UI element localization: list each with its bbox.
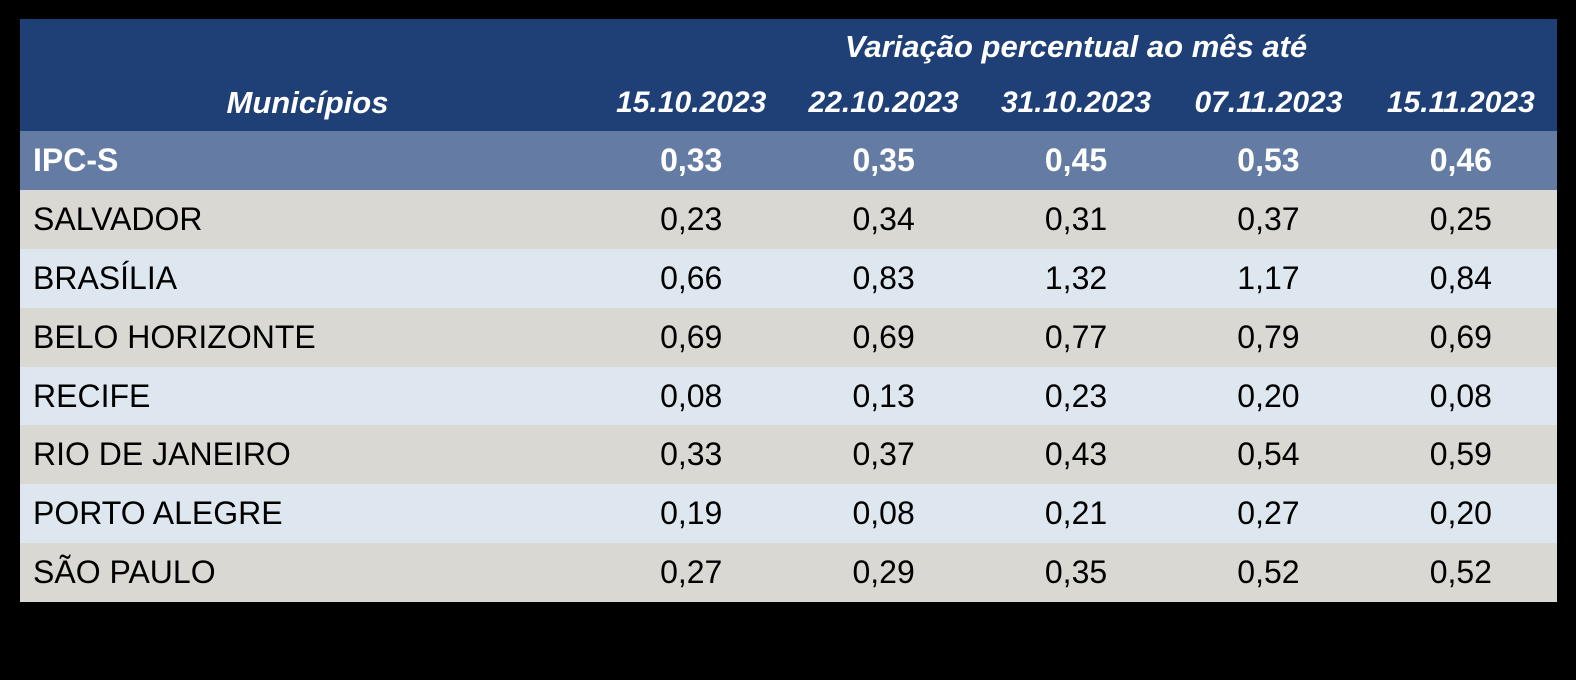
value-cell: 1,17 [1237, 259, 1300, 296]
value-cell: 0,69 [660, 318, 723, 355]
row-label: PORTO ALEGRE [33, 495, 283, 532]
value-cell: 0,83 [852, 259, 915, 296]
value-cell: 0,43 [1044, 436, 1108, 473]
value-cell: 0,33 [660, 142, 723, 178]
value-cell: 0,25 [1429, 200, 1492, 237]
table-row-salvador: SALVADOR 0,23 0,34 0,31 0,37 0,25 [20, 190, 1557, 249]
row-label: IPC-S [33, 142, 119, 178]
column-header-date: 31.10.2023 [1000, 86, 1152, 119]
value-cell: 0,52 [1429, 554, 1492, 591]
row-label: SALVADOR [33, 200, 203, 237]
value-cell: 1,32 [1044, 259, 1108, 296]
spanning-header: Variação percentual ao mês até [844, 29, 1308, 64]
value-cell: 0,27 [1237, 495, 1300, 532]
value-cell: 0,54 [1237, 436, 1300, 473]
table-header-top-row: Variação percentual ao mês até [20, 19, 1557, 75]
value-cell: 0,33 [660, 436, 723, 473]
value-cell: 0,35 [1044, 554, 1108, 591]
table-row-belo-horizonte: BELO HORIZONTE 0,69 0,69 0,77 0,79 0,69 [20, 307, 1557, 367]
value-cell: 0,69 [852, 318, 915, 355]
value-cell: 0,20 [1429, 495, 1492, 532]
value-cell: 0,23 [1044, 377, 1108, 414]
value-cell: 0,35 [852, 142, 915, 178]
row-label: RIO DE JANEIRO [33, 436, 291, 473]
value-cell: 0,79 [1237, 318, 1300, 355]
table-row-brasilia: BRASÍLIA 0,66 0,83 1,32 1,17 0,84 [20, 248, 1557, 308]
table-body: SALVADOR 0,23 0,34 0,31 0,37 0,25 BRASÍL… [20, 190, 1557, 603]
value-cell: 0,19 [660, 495, 723, 532]
value-cell: 0,52 [1237, 554, 1300, 591]
value-cell: 0,08 [1429, 377, 1492, 414]
value-cell: 0,59 [1429, 436, 1492, 473]
row-label: BELO HORIZONTE [33, 318, 316, 355]
table-row-sao-paulo: SÃO PAULO 0,27 0,29 0,35 0,52 0,52 [20, 543, 1557, 603]
value-cell: 0,21 [1044, 495, 1108, 532]
column-header-date: 15.10.2023 [616, 86, 767, 119]
summary-row-ipcs: IPC-S 0,33 0,35 0,45 0,53 0,46 [20, 131, 1557, 190]
value-cell: 0,46 [1429, 142, 1492, 178]
column-header-municipios: Municípios [226, 85, 389, 120]
value-cell: 0,37 [852, 436, 915, 473]
table-row-recife: RECIFE 0,08 0,13 0,23 0,20 0,08 [20, 366, 1557, 426]
header-empty-cell [20, 19, 595, 75]
ipcs-variation-table: Variação percentual ao mês até Município… [20, 19, 1557, 603]
row-label: RECIFE [33, 377, 151, 414]
table-header: Variação percentual ao mês até Município… [20, 19, 1557, 131]
value-cell: 0,08 [660, 377, 723, 414]
value-cell: 0,77 [1044, 318, 1108, 355]
value-cell: 0,27 [660, 554, 723, 591]
column-header-date: 22.10.2023 [808, 86, 959, 119]
value-cell: 0,34 [852, 200, 915, 237]
table-row-rio-de-janeiro: RIO DE JANEIRO 0,33 0,37 0,43 0,54 0,59 [20, 425, 1557, 485]
column-header-date: 07.11.2023 [1194, 86, 1343, 119]
table-header-columns-row: Municípios 15.10.2023 22.10.2023 31.10.2… [20, 75, 1557, 131]
row-label: BRASÍLIA [33, 259, 178, 296]
value-cell: 0,31 [1044, 200, 1108, 237]
value-cell: 0,45 [1044, 142, 1108, 178]
value-cell: 0,20 [1237, 377, 1300, 414]
column-header-date: 15.11.2023 [1386, 86, 1535, 119]
value-cell: 0,37 [1237, 200, 1300, 237]
value-cell: 0,13 [852, 377, 915, 414]
row-label: SÃO PAULO [33, 554, 216, 591]
value-cell: 0,08 [852, 495, 915, 532]
table-row-porto-alegre: PORTO ALEGRE 0,19 0,08 0,21 0,27 0,20 [20, 484, 1557, 544]
value-cell: 0,53 [1237, 142, 1300, 178]
value-cell: 0,69 [1429, 318, 1492, 355]
value-cell: 0,84 [1429, 259, 1492, 296]
value-cell: 0,29 [852, 554, 915, 591]
value-cell: 0,23 [660, 200, 723, 237]
value-cell: 0,66 [660, 259, 723, 296]
